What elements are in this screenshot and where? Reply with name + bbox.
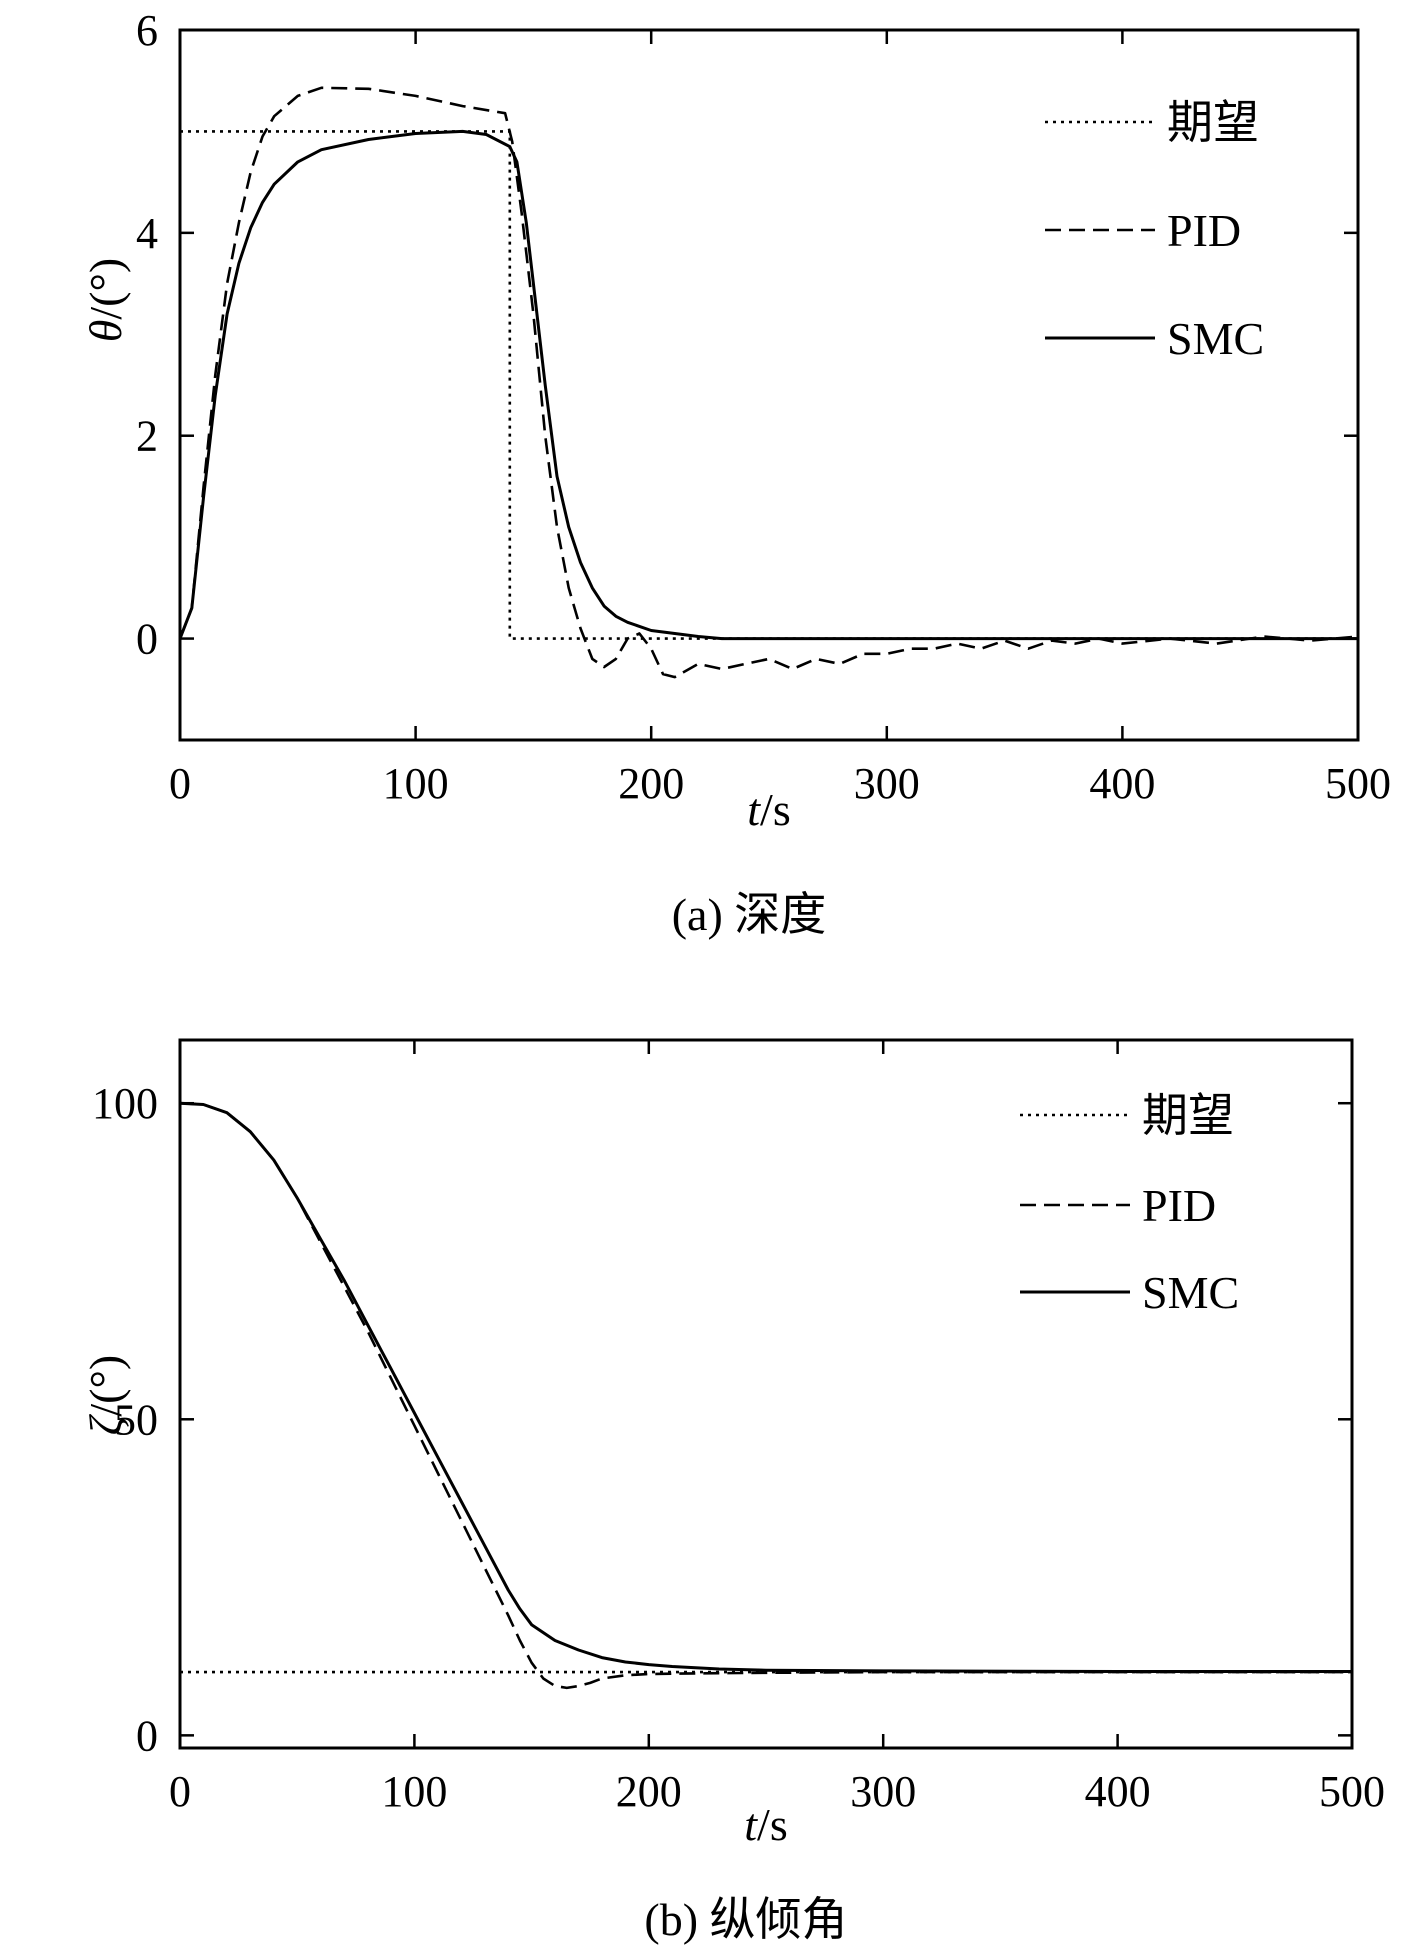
tick-marks bbox=[178, 1040, 1354, 1748]
legend-label: PID bbox=[1167, 205, 1241, 256]
y-tick-label: 6 bbox=[136, 6, 158, 55]
y-tick-label: 0 bbox=[136, 615, 158, 664]
series-layer bbox=[179, 1101, 1352, 1690]
x-tick-label: 400 bbox=[1089, 759, 1155, 808]
x-axis-label: t/s bbox=[747, 784, 790, 835]
y-tick-label: 0 bbox=[136, 1711, 158, 1760]
x-tick-label: 0 bbox=[169, 1767, 191, 1816]
legend-label: 期望 bbox=[1167, 97, 1259, 148]
x-tick-label: 500 bbox=[1325, 759, 1391, 808]
series-line-solid bbox=[178, 129, 1358, 641]
tick-marks bbox=[178, 28, 1360, 740]
legend: 期望 PID SMC bbox=[1045, 97, 1264, 364]
x-tick-label: 400 bbox=[1085, 1767, 1151, 1816]
y-axis-label: ζ/(°) bbox=[80, 1355, 131, 1435]
series-layer bbox=[178, 86, 1359, 679]
panel-depth: 0 100 200 300 400 500 0 2 4 6 t/s θ/(°) (a) 深度 期望… bbox=[80, 6, 1391, 940]
y-axis-label: θ/(°) bbox=[80, 258, 131, 342]
legend-label: SMC bbox=[1142, 1267, 1239, 1318]
legend-label: SMC bbox=[1167, 313, 1264, 364]
series-line-dashed bbox=[178, 86, 1359, 679]
legend-label: PID bbox=[1142, 1180, 1216, 1231]
series-line-solid bbox=[179, 1101, 1352, 1673]
panel-caption: (b) 纵倾角 bbox=[644, 1894, 847, 1945]
x-tick-label: 500 bbox=[1319, 1767, 1385, 1816]
tick-labels: 0 100 200 300 400 500 0 50 100 bbox=[92, 1079, 1385, 1816]
x-tick-label: 200 bbox=[618, 759, 684, 808]
x-tick-label: 300 bbox=[854, 759, 920, 808]
y-tick-label: 4 bbox=[136, 209, 158, 258]
x-tick-label: 100 bbox=[381, 1767, 447, 1816]
x-axis-label: t/s bbox=[744, 1799, 787, 1850]
x-tick-label: 300 bbox=[850, 1767, 916, 1816]
plot-frame bbox=[178, 28, 1360, 742]
x-tick-label: 0 bbox=[169, 759, 191, 808]
legend-label: 期望 bbox=[1142, 1090, 1234, 1141]
x-tick-label: 100 bbox=[383, 759, 449, 808]
panel-trim-angle: 0 100 200 300 400 500 0 50 100 t/s ζ/(°) (b) 纵倾角… bbox=[80, 1038, 1385, 1945]
y-tick-label: 50 bbox=[114, 1395, 158, 1444]
plot-frame bbox=[178, 1038, 1354, 1750]
tick-labels: 0 100 200 300 400 500 0 2 4 6 bbox=[136, 6, 1391, 808]
legend: 期望 PID SMC bbox=[1020, 1090, 1239, 1318]
panel-caption: (a) 深度 bbox=[672, 889, 827, 940]
y-tick-label: 2 bbox=[136, 412, 158, 461]
x-tick-label: 200 bbox=[616, 1767, 682, 1816]
y-tick-label: 100 bbox=[92, 1079, 158, 1128]
